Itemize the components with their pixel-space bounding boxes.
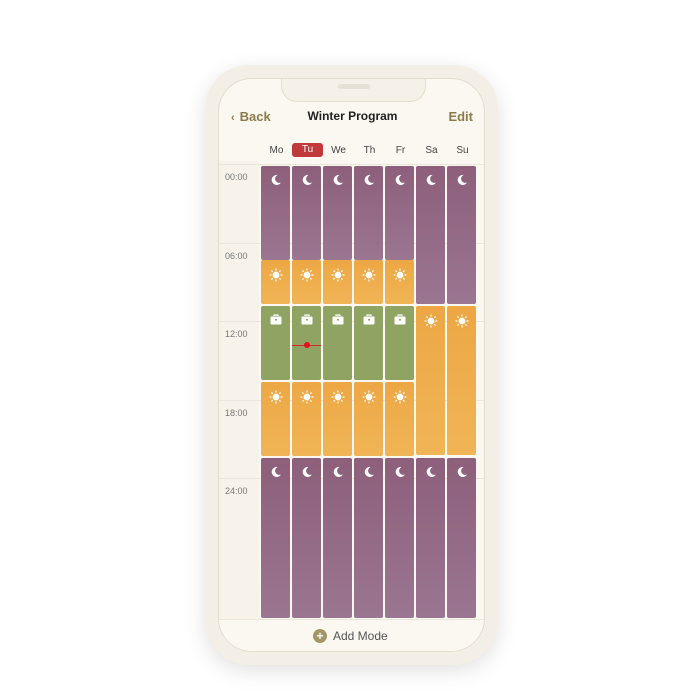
current-time-marker[interactable] [303, 342, 310, 349]
day-header-fr[interactable]: Fr [395, 145, 406, 156]
time-label: 06:00 [225, 250, 248, 261]
sun-icon [362, 260, 376, 303]
sun-icon [393, 382, 407, 455]
sun-icon [300, 260, 314, 303]
sun-icon [300, 382, 314, 455]
moon-icon [301, 166, 313, 260]
schedule-block-sleep[interactable] [416, 166, 445, 304]
moon-icon [456, 458, 468, 618]
add-mode-label: Add Mode [333, 629, 388, 643]
moon-icon [301, 458, 313, 618]
schedule-block-home[interactable] [447, 306, 476, 456]
schedule-block-home[interactable] [261, 260, 290, 304]
app-screen: ‹ Back Winter Program Edit 00:00 06:00 12:0… [218, 78, 485, 652]
schedule-block-sleep[interactable] [323, 458, 352, 618]
day-header-tu[interactable]: Tu [292, 143, 323, 157]
add-mode-button[interactable]: + Add Mode [313, 629, 388, 643]
sun-icon [269, 382, 283, 455]
day-header-sa[interactable]: Sa [425, 145, 438, 156]
schedule-block-sleep[interactable] [354, 458, 383, 618]
schedule-block-sleep[interactable] [261, 458, 290, 618]
schedule-block-sleep[interactable] [292, 166, 321, 261]
schedule-block-home[interactable] [385, 382, 414, 456]
speaker [338, 84, 370, 89]
schedule-block-sleep[interactable] [323, 166, 352, 261]
schedule-block-home[interactable] [292, 260, 321, 304]
schedule-block-home[interactable] [323, 382, 352, 456]
time-label: 24:00 [225, 486, 248, 497]
moon-icon [363, 166, 375, 260]
hour-gridline [219, 478, 484, 480]
schedule-block-work[interactable] [385, 306, 414, 380]
schedule-block-home[interactable] [261, 382, 290, 456]
sun-icon [269, 260, 283, 303]
briefcase-icon [270, 306, 282, 379]
plus-icon: + [313, 629, 327, 643]
schedule-block-home[interactable] [323, 260, 352, 304]
schedule-block-home[interactable] [354, 260, 383, 304]
schedule-block-sleep[interactable] [447, 166, 476, 304]
sun-icon [455, 306, 469, 455]
hour-gridline [219, 321, 484, 323]
moon-icon [456, 166, 468, 304]
schedule-block-sleep[interactable] [292, 458, 321, 618]
schedule-block-home[interactable] [354, 382, 383, 456]
chevron-left-icon: ‹ [231, 112, 235, 124]
day-header-su[interactable]: Su [456, 145, 469, 156]
schedule-block-sleep[interactable] [354, 166, 383, 261]
schedule-block-home[interactable] [292, 382, 321, 456]
day-header-we[interactable]: We [331, 145, 346, 156]
time-label: 18:00 [225, 407, 248, 418]
page-title: Winter Program [307, 109, 398, 123]
day-header-mo[interactable]: Mo [269, 145, 284, 156]
briefcase-icon [394, 306, 406, 379]
schedule-block-sleep[interactable] [261, 166, 290, 261]
sun-icon [393, 260, 407, 303]
briefcase-icon [332, 306, 344, 379]
sun-icon [331, 382, 345, 455]
schedule-block-sleep[interactable] [385, 166, 414, 261]
notch [281, 79, 426, 102]
sun-icon [331, 260, 345, 303]
sun-icon [362, 382, 376, 455]
back-button[interactable]: ‹ Back [231, 109, 271, 124]
schedule-block-sleep[interactable] [416, 458, 445, 618]
moon-icon [425, 166, 437, 304]
sun-icon [424, 306, 438, 455]
edit-button[interactable]: Edit [448, 109, 473, 124]
hour-gridline [219, 399, 484, 401]
time-column [219, 161, 259, 621]
moon-icon [363, 458, 375, 618]
schedule-block-home[interactable] [385, 260, 414, 304]
day-header-th[interactable]: Th [363, 145, 376, 156]
hour-gridline [219, 242, 484, 244]
schedule-block-sleep[interactable] [447, 458, 476, 618]
time-label: 12:00 [225, 329, 248, 340]
time-label: 00:00 [225, 172, 248, 182]
briefcase-icon [301, 306, 313, 379]
schedule-block-work[interactable] [354, 306, 383, 380]
back-label: Back [239, 109, 271, 124]
moon-icon [270, 166, 282, 260]
hour-gridline [219, 164, 484, 165]
moon-icon [394, 458, 406, 618]
moon-icon [270, 458, 282, 618]
footer: + Add Mode [219, 619, 484, 651]
briefcase-icon [363, 306, 375, 379]
moon-icon [332, 458, 344, 618]
moon-icon [394, 166, 406, 260]
schedule-block-home[interactable] [416, 306, 445, 456]
schedule-block-sleep[interactable] [385, 458, 414, 618]
moon-icon [425, 458, 437, 618]
schedule-block-work[interactable] [261, 306, 290, 380]
schedule-block-work[interactable] [323, 306, 352, 380]
moon-icon [332, 166, 344, 260]
